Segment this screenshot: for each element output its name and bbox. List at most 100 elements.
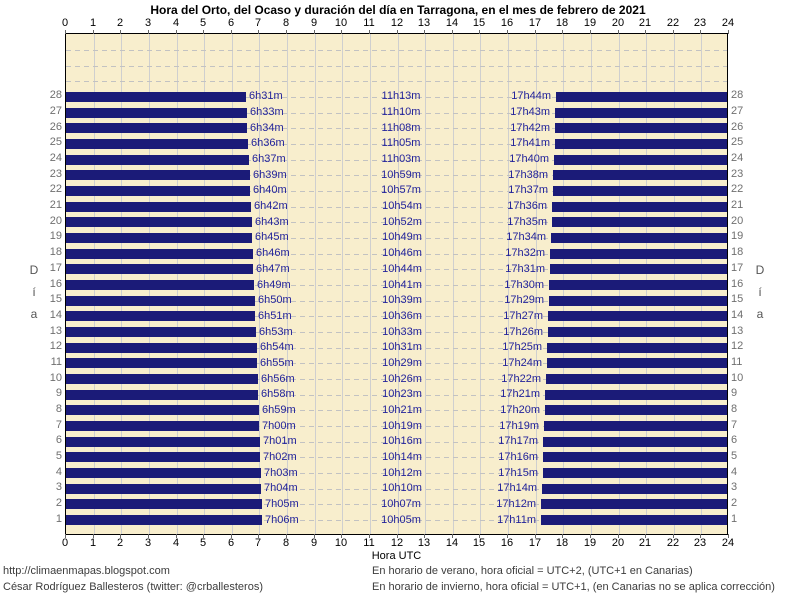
bottom-axis-tick-label: 1	[89, 537, 97, 549]
top-axis-tick-label: 11	[363, 17, 375, 29]
sunrise-time-label: 7h01m	[263, 435, 297, 447]
sunrise-time-label: 6h42m	[254, 200, 288, 212]
day-number-right: 3	[731, 481, 738, 493]
top-axis-tickmark	[148, 30, 149, 34]
sunset-time-label: 17h37m	[508, 184, 548, 196]
row-gridline	[66, 489, 727, 490]
night-bar-after-sunset	[548, 327, 727, 337]
day-number-left: 1	[55, 513, 62, 525]
bottom-axis-tick-label: 7	[254, 537, 262, 549]
night-bar-before-sunrise	[66, 390, 258, 400]
night-bar-after-sunset	[553, 186, 727, 196]
top-axis-tickmark	[645, 30, 646, 34]
night-bar-before-sunrise	[66, 217, 252, 227]
bottom-axis-tickmark	[535, 534, 536, 538]
day-number-right: 28	[731, 89, 744, 101]
grid-vline	[536, 34, 537, 534]
sunrise-time-label: 6h58m	[261, 388, 295, 400]
x-axis-title: Hora UTC	[371, 550, 422, 562]
top-axis-tick-label: 2	[116, 17, 124, 29]
day-number-left: 22	[49, 183, 62, 195]
night-bar-after-sunset	[553, 170, 727, 180]
day-number-left: 25	[49, 136, 62, 148]
row-gridline	[66, 191, 727, 192]
sunrise-time-label: 6h50m	[258, 294, 292, 306]
night-bar-before-sunrise	[66, 186, 250, 196]
bottom-axis-tickmark	[314, 534, 315, 538]
top-axis-tickmark	[65, 30, 66, 34]
top-axis-tick-label: 20	[611, 17, 625, 29]
sunset-time-label: 17h27m	[503, 310, 543, 322]
sunrise-time-label: 7h06m	[265, 514, 299, 526]
day-number-right: 12	[731, 340, 744, 352]
day-duration-label: 10h41m	[382, 279, 422, 291]
top-axis-tick-label: 18	[555, 17, 569, 29]
day-number-right: 4	[731, 466, 738, 478]
day-number-right: 18	[731, 246, 744, 258]
night-bar-after-sunset	[547, 358, 727, 368]
sunrise-time-label: 6h47m	[256, 263, 290, 275]
top-axis-tickmark	[397, 30, 398, 34]
sunrise-time-label: 6h43m	[255, 216, 289, 228]
night-bar-before-sunrise	[66, 92, 246, 102]
day-duration-label: 11h10m	[381, 106, 421, 118]
night-bar-before-sunrise	[66, 515, 262, 525]
day-number-left: 14	[49, 309, 62, 321]
day-number-left: 5	[55, 450, 62, 462]
sunset-time-label: 17h20m	[500, 404, 540, 416]
night-bar-after-sunset	[555, 108, 727, 118]
bottom-axis-tick-label: 14	[445, 537, 459, 549]
night-bar-before-sunrise	[66, 358, 257, 368]
top-axis-tick-label: 10	[334, 17, 348, 29]
day-duration-label: 10h39m	[382, 294, 422, 306]
sunset-time-label: 17h34m	[506, 231, 546, 243]
day-duration-label: 10h57m	[381, 184, 421, 196]
sunset-time-label: 17h41m	[510, 137, 550, 149]
bottom-axis-tick-label: 3	[144, 537, 152, 549]
sunrise-time-label: 7h03m	[264, 467, 298, 479]
night-bar-before-sunrise	[66, 139, 248, 149]
grid-vline	[453, 34, 454, 534]
night-bar-after-sunset	[550, 249, 727, 259]
bottom-axis-tick-label: 16	[500, 537, 514, 549]
day-duration-label: 10h26m	[382, 373, 422, 385]
sunset-time-label: 17h42m	[510, 122, 550, 134]
night-bar-after-sunset	[542, 484, 727, 494]
day-number-right: 11	[731, 356, 743, 368]
row-gridline	[66, 348, 727, 349]
day-number-right: 16	[731, 278, 744, 290]
top-axis-tick-label: 7	[254, 17, 262, 29]
grid-vline	[315, 34, 316, 534]
top-axis-tickmark	[93, 30, 94, 34]
night-bar-before-sunrise	[66, 170, 250, 180]
night-bar-before-sunrise	[66, 484, 261, 494]
top-axis-tickmark	[369, 30, 370, 34]
footer-note-winter: En horario de invierno, hora oficial = U…	[372, 581, 775, 593]
bottom-axis-tickmark	[479, 534, 480, 538]
day-number-right: 20	[731, 215, 744, 227]
top-axis-tick-label: 22	[666, 17, 680, 29]
sunrise-time-label: 6h46m	[256, 247, 290, 259]
top-axis-tick-label: 19	[583, 17, 597, 29]
day-duration-label: 10h52m	[382, 216, 422, 228]
bottom-axis-tickmark	[562, 534, 563, 538]
bottom-axis-tickmark	[397, 534, 398, 538]
sunrise-time-label: 7h04m	[264, 482, 298, 494]
day-number-right: 13	[731, 325, 744, 337]
sunset-time-label: 17h36m	[507, 200, 547, 212]
row-gridline	[66, 457, 727, 458]
sunset-time-label: 17h12m	[496, 498, 536, 510]
sunset-time-label: 17h22m	[501, 373, 541, 385]
day-number-right: 9	[731, 387, 738, 399]
bottom-axis-tickmark	[286, 534, 287, 538]
top-axis-tick-label: 17	[528, 17, 542, 29]
day-number-left: 13	[49, 325, 62, 337]
top-axis-tick-label: 1	[89, 17, 97, 29]
day-duration-label: 11h05m	[381, 137, 421, 149]
grid-vline	[287, 34, 288, 534]
top-axis-tickmark	[452, 30, 453, 34]
day-axis-letter: D	[755, 263, 765, 277]
bottom-axis-tickmark	[700, 534, 701, 538]
sunrise-time-label: 6h54m	[260, 341, 294, 353]
